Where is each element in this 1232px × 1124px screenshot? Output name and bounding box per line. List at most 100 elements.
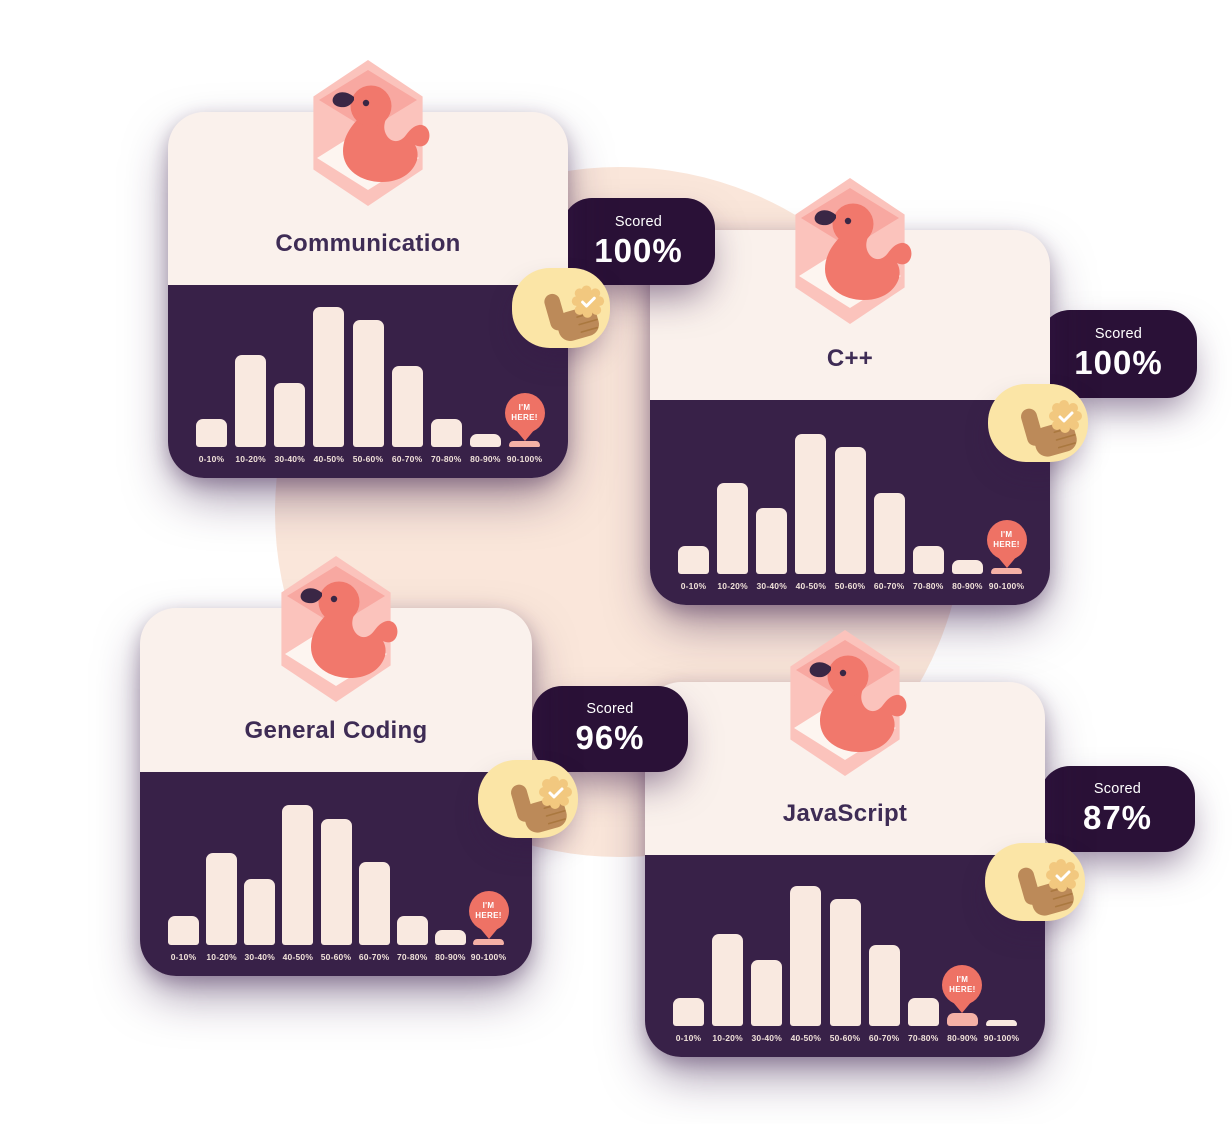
score-card-cpp: C++ 0-10% 10-20% 30-40% 40-50% 50-60% 60-70% 7… [650,178,1050,605]
histogram-bar [986,1020,1017,1026]
histogram-javascript: 0-10% 10-20% 30-40% 40-50% 50-60% 60-70% 70-80… [673,884,1019,1043]
histogram-bar [320,819,352,945]
histogram-column: 50-60% [320,803,352,962]
histogram-bar [712,934,744,1026]
score-badge-value: 96% [575,719,645,756]
im-here-pin-label: I'M HERE! [986,520,1027,560]
x-axis-label: 30-40% [756,581,787,591]
histogram-column: 10-20% [206,803,238,962]
histogram-bar [509,441,540,447]
histogram-bar [673,998,704,1026]
histogram-column: 90-100% [984,884,1019,1043]
histogram-bar [873,493,905,574]
histogram-column: 0-10% [168,803,199,962]
im-here-pin: I'M HERE! [942,965,983,1013]
histogram-cpp: 0-10% 10-20% 30-40% 40-50% 50-60% 60-70% 70-80… [678,432,1027,591]
score-badge-communication: Scored 100% [562,198,715,285]
x-axis-label: 30-40% [274,454,305,464]
x-axis-label: 50-60% [829,1033,861,1043]
histogram-column: 70-80% [912,432,944,591]
histogram-column: 70-80% [907,884,939,1043]
score-badge-value: 100% [1074,344,1163,381]
histogram-column: 50-60% [834,432,866,591]
im-here-pin: I'M HERE! [468,891,509,939]
histogram-column: 0-10% [678,432,709,591]
histogram-column: I'M HERE! 90-100% [504,305,545,464]
x-axis-label: 90-100% [506,454,543,464]
x-axis-label: 40-50% [282,952,314,962]
histogram-bar [473,939,504,945]
histogram-bar [434,930,466,945]
histogram-general-coding: 0-10% 10-20% 30-40% 40-50% 50-60% 60-70% 70-80… [168,803,509,962]
thumbs-up-badge [512,268,610,348]
histogram-bar [244,879,276,945]
histogram-column: 10-20% [717,432,749,591]
x-axis-label: 10-20% [206,952,237,962]
x-axis-label: 10-20% [712,1033,743,1043]
histogram-column: 0-10% [196,305,227,464]
x-axis-label: 10-20% [235,454,266,464]
score-badge-label: Scored [614,213,663,230]
histogram-bar [717,483,749,574]
x-axis-label: 30-40% [244,952,275,962]
card-title: C++ [826,345,874,372]
thumbs-up-badge [988,384,1088,462]
histogram-bar [991,568,1022,574]
histogram-column: I'M HERE! 90-100% [468,803,509,962]
histogram-column: 50-60% [829,884,861,1043]
x-axis-label: 60-70% [868,1033,900,1043]
score-badge-general-coding: Scored 96% [532,686,688,772]
histogram-column: 30-40% [274,305,306,464]
histogram-column: 80-90% [434,803,466,962]
card-header: Communication [168,112,568,285]
histogram-bar [829,899,861,1026]
im-here-pin: I'M HERE! [986,520,1027,568]
histogram-column: 60-70% [391,305,423,464]
histogram-bar [834,447,866,574]
card-header: General Coding [140,608,532,772]
x-axis-label: 60-70% [391,454,423,464]
x-axis-label: 0-10% [675,1033,702,1043]
card-title: Communication [275,230,461,257]
histogram-bar [795,434,827,574]
histogram-column: 40-50% [313,305,345,464]
im-here-pin-label: I'M HERE! [504,393,545,433]
x-axis-label: 40-50% [313,454,345,464]
histogram-column: 60-70% [868,884,900,1043]
histogram-column: 0-10% [673,884,704,1043]
card-title: General Coding [244,717,428,744]
histogram-column: 30-40% [751,884,783,1043]
histogram-column: 30-40% [756,432,788,591]
histogram-bar [678,546,709,574]
x-axis-label: 80-90% [947,1033,978,1043]
card-title: JavaScript [782,800,908,827]
score-badge-value: 87% [1082,799,1153,836]
histogram-bar [235,355,267,447]
histogram-bar [907,998,939,1026]
score-badge-value: 100% [594,231,683,269]
histogram-bar [946,1013,978,1026]
histogram-bar [358,862,390,945]
card-header: C++ [650,230,1050,400]
score-card-javascript: JavaScript 0-10% 10-20% 30-40% 40-50% 50-60%… [645,630,1045,1057]
x-axis-label: 70-80% [913,581,944,591]
histogram-panel: 0-10% 10-20% 30-40% 40-50% 50-60% 60-70% 70-80… [645,855,1045,1057]
histogram-bar [951,560,983,574]
thumbs-up-badge [478,760,578,838]
score-badge-label: Scored [1093,781,1142,797]
score-card-general-coding: General Coding 0-10% 10-20% 30-40% 40-50% 50… [140,556,532,976]
x-axis-label: 10-20% [717,581,748,591]
histogram-bar [469,434,501,447]
histogram-column: I'M HERE! 80-90% [942,884,983,1043]
x-axis-label: 70-80% [431,454,462,464]
x-axis-label: 90-100% [988,581,1025,591]
x-axis-label: 90-100% [470,952,507,962]
histogram-column: 70-80% [396,803,428,962]
histogram-bar [868,945,900,1026]
thumbs-up-badge [985,843,1085,921]
x-axis-label: 30-40% [751,1033,782,1043]
histogram-panel: 0-10% 10-20% 30-40% 40-50% 50-60% 60-70% 70-80… [140,772,532,976]
x-axis-label: 0-10% [170,952,197,962]
histogram-column: 30-40% [244,803,276,962]
histogram-bar [912,546,944,574]
